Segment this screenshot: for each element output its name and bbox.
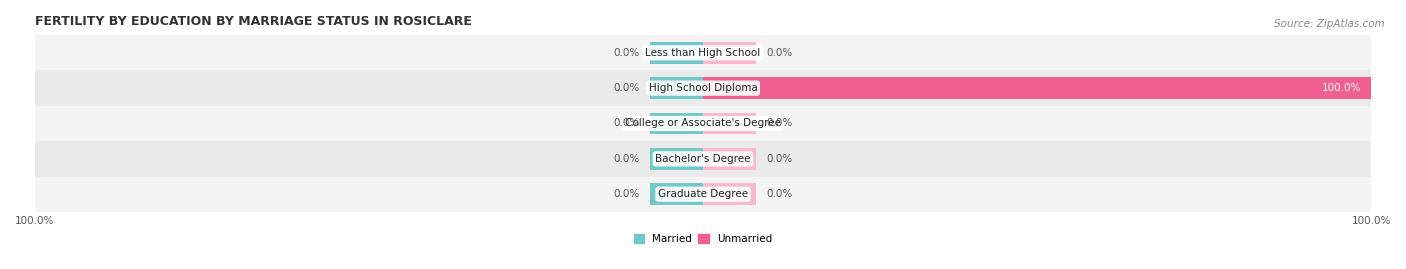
Bar	[703, 77, 1371, 99]
Text: 0.0%: 0.0%	[766, 154, 793, 164]
Text: 0.0%: 0.0%	[613, 48, 640, 58]
Bar	[703, 42, 756, 64]
Bar	[35, 106, 1371, 141]
Bar	[703, 112, 756, 134]
Text: High School Diploma: High School Diploma	[648, 83, 758, 93]
Bar	[650, 112, 703, 134]
Bar	[703, 183, 756, 205]
Legend: Married, Unmarried: Married, Unmarried	[630, 230, 776, 248]
Text: 0.0%: 0.0%	[613, 83, 640, 93]
Bar	[703, 148, 756, 170]
Bar	[35, 70, 1371, 106]
Text: College or Associate's Degree: College or Associate's Degree	[626, 118, 780, 129]
Bar	[35, 141, 1371, 176]
Bar	[35, 35, 1371, 70]
Text: Less than High School: Less than High School	[645, 48, 761, 58]
Text: Graduate Degree: Graduate Degree	[658, 189, 748, 199]
Text: FERTILITY BY EDUCATION BY MARRIAGE STATUS IN ROSICLARE: FERTILITY BY EDUCATION BY MARRIAGE STATU…	[35, 15, 471, 28]
Text: 0.0%: 0.0%	[613, 189, 640, 199]
Text: Source: ZipAtlas.com: Source: ZipAtlas.com	[1274, 19, 1385, 29]
Bar	[35, 176, 1371, 212]
Bar	[650, 42, 703, 64]
Bar	[650, 183, 703, 205]
Text: 0.0%: 0.0%	[766, 48, 793, 58]
Bar	[650, 148, 703, 170]
Bar	[650, 77, 703, 99]
Text: 0.0%: 0.0%	[766, 189, 793, 199]
Text: 0.0%: 0.0%	[613, 118, 640, 129]
Text: Bachelor's Degree: Bachelor's Degree	[655, 154, 751, 164]
Text: 100.0%: 100.0%	[1322, 83, 1361, 93]
Text: 0.0%: 0.0%	[766, 118, 793, 129]
Text: 0.0%: 0.0%	[613, 154, 640, 164]
